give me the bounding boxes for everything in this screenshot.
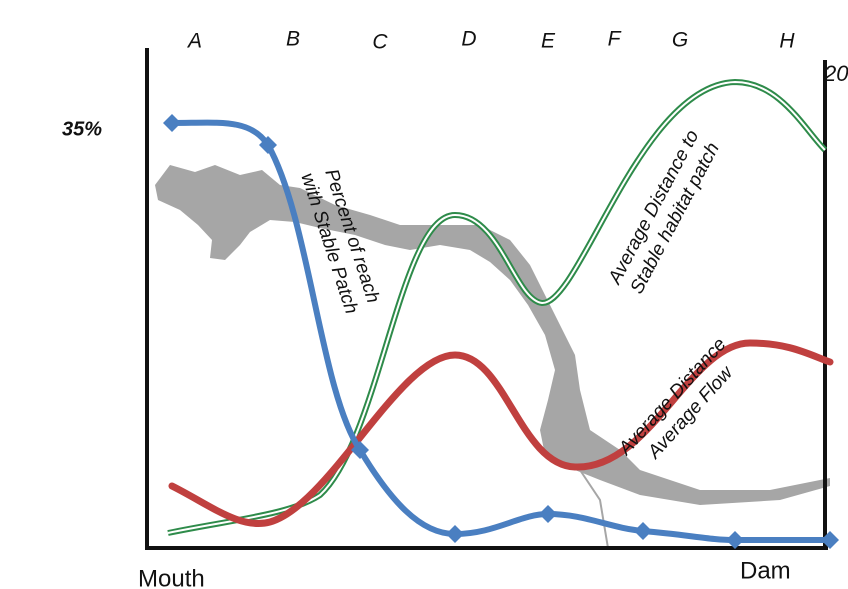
section-label: C (372, 31, 388, 54)
marker (539, 505, 557, 523)
marker (163, 114, 181, 132)
section-label: G (672, 29, 688, 52)
curve-label-group: Average Distance Average Flow (614, 334, 748, 476)
curve-label-group: Average Distance to Stable habitat patch (604, 127, 724, 300)
river-branch (580, 470, 608, 548)
marker (634, 522, 652, 540)
diagram: A B C D E F G H 35% 20 Mouth Dam Percent… (0, 0, 848, 589)
marker (446, 525, 464, 543)
section-label: H (779, 30, 795, 53)
section-label: E (541, 30, 556, 53)
river-shape (155, 165, 830, 505)
section-label: F (608, 28, 622, 51)
left-axis-label: 35% (62, 118, 102, 140)
end-label: Dam (740, 557, 791, 584)
section-label: D (461, 28, 476, 51)
right-axis-label: 20 (823, 61, 848, 86)
section-label: B (286, 28, 300, 51)
start-label: Mouth (138, 565, 205, 589)
section-label: A (186, 30, 202, 53)
